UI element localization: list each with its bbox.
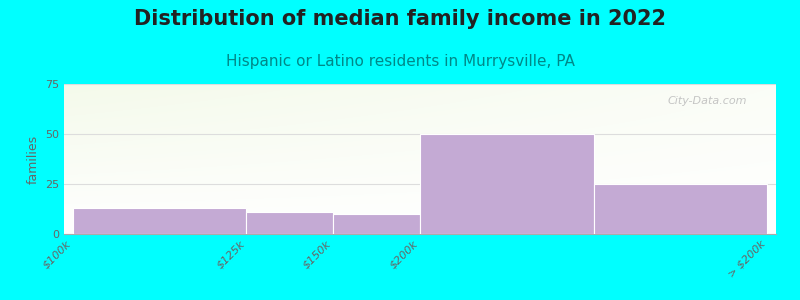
Bar xyxy=(333,214,420,234)
Y-axis label: families: families xyxy=(26,134,39,184)
Text: City-Data.com: City-Data.com xyxy=(668,96,747,106)
Bar xyxy=(246,212,333,234)
Bar xyxy=(73,208,246,234)
Bar xyxy=(594,184,767,234)
Text: Hispanic or Latino residents in Murrysville, PA: Hispanic or Latino residents in Murrysvi… xyxy=(226,54,574,69)
Bar xyxy=(420,134,594,234)
Text: Distribution of median family income in 2022: Distribution of median family income in … xyxy=(134,9,666,29)
